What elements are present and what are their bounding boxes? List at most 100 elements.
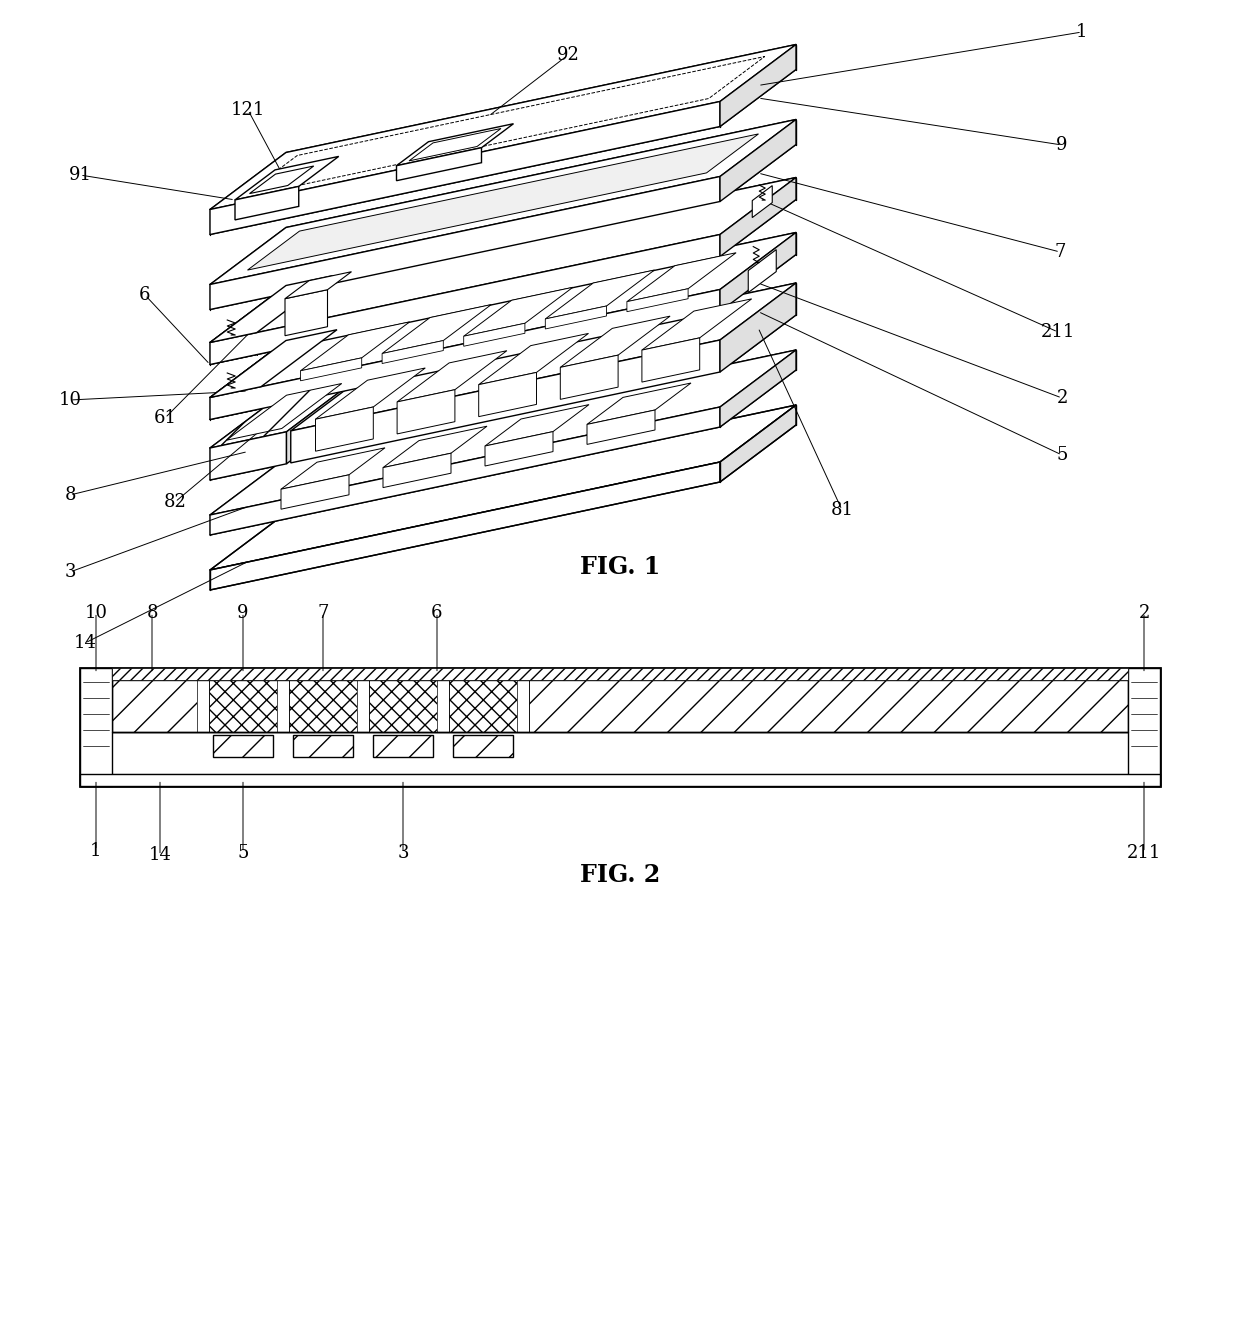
Polygon shape: [210, 350, 796, 515]
Text: 8: 8: [146, 603, 157, 622]
Text: 10: 10: [84, 603, 108, 622]
Polygon shape: [720, 232, 796, 312]
Polygon shape: [210, 232, 796, 398]
Bar: [81, 774, 1159, 786]
Polygon shape: [248, 133, 759, 269]
Text: 3: 3: [64, 563, 76, 582]
Bar: [277, 679, 289, 731]
Polygon shape: [285, 289, 327, 336]
Polygon shape: [290, 283, 796, 431]
Polygon shape: [300, 321, 409, 371]
Text: 1: 1: [1076, 23, 1087, 41]
Bar: [357, 679, 370, 731]
Text: 9: 9: [1056, 136, 1068, 153]
Bar: [449, 679, 517, 731]
Text: 10: 10: [58, 391, 82, 410]
Polygon shape: [409, 128, 501, 161]
Polygon shape: [560, 355, 618, 399]
Polygon shape: [397, 124, 513, 165]
Polygon shape: [210, 289, 720, 419]
Polygon shape: [210, 235, 720, 364]
Polygon shape: [464, 323, 525, 347]
Bar: [436, 679, 449, 731]
Text: 5: 5: [1056, 446, 1068, 464]
Polygon shape: [300, 358, 362, 380]
Bar: [112, 679, 197, 731]
Bar: [422, 679, 490, 731]
Polygon shape: [546, 305, 606, 329]
Polygon shape: [382, 340, 444, 364]
Polygon shape: [382, 304, 491, 354]
Bar: [436, 679, 449, 731]
Polygon shape: [753, 185, 773, 217]
Text: 5: 5: [237, 843, 249, 862]
Text: 91: 91: [68, 165, 92, 184]
Text: 14: 14: [73, 634, 97, 652]
Polygon shape: [281, 475, 348, 510]
Bar: [213, 735, 273, 756]
Bar: [1128, 667, 1159, 786]
Bar: [81, 667, 1159, 786]
Text: 121: 121: [231, 101, 265, 119]
Polygon shape: [286, 375, 362, 464]
Bar: [81, 774, 1159, 786]
Text: 2: 2: [1056, 390, 1068, 407]
Polygon shape: [290, 340, 720, 463]
Polygon shape: [587, 383, 691, 424]
Bar: [210, 679, 277, 731]
Text: FIG. 1: FIG. 1: [580, 555, 660, 579]
Text: 1: 1: [91, 842, 102, 859]
Polygon shape: [285, 272, 351, 299]
Text: 92: 92: [557, 45, 579, 64]
Bar: [112, 679, 1128, 731]
Text: 211: 211: [1040, 323, 1075, 342]
Polygon shape: [210, 276, 332, 343]
Polygon shape: [210, 462, 720, 590]
Polygon shape: [485, 404, 589, 446]
Polygon shape: [464, 287, 573, 336]
Bar: [582, 679, 1128, 731]
Bar: [517, 679, 529, 731]
Bar: [357, 679, 370, 731]
Polygon shape: [210, 406, 796, 570]
Bar: [81, 667, 112, 786]
Text: 7: 7: [317, 603, 329, 622]
Polygon shape: [383, 426, 487, 468]
Polygon shape: [210, 432, 286, 480]
Polygon shape: [479, 372, 537, 416]
Bar: [529, 679, 1128, 731]
Bar: [342, 679, 410, 731]
Bar: [197, 679, 210, 731]
Polygon shape: [720, 283, 796, 372]
Polygon shape: [546, 269, 655, 319]
Bar: [453, 735, 513, 756]
Polygon shape: [627, 288, 688, 312]
Bar: [293, 735, 353, 756]
Bar: [112, 667, 1128, 679]
Bar: [81, 667, 1159, 679]
Polygon shape: [236, 156, 339, 200]
Bar: [277, 679, 289, 731]
Polygon shape: [281, 448, 384, 490]
Polygon shape: [249, 165, 314, 193]
Text: FIG. 2: FIG. 2: [580, 863, 660, 887]
Bar: [289, 679, 357, 731]
Polygon shape: [627, 252, 737, 301]
Polygon shape: [315, 368, 425, 419]
Text: 211: 211: [1127, 843, 1161, 862]
Text: 6: 6: [139, 285, 151, 304]
Polygon shape: [210, 407, 720, 535]
Polygon shape: [315, 407, 373, 451]
Polygon shape: [587, 410, 655, 444]
Polygon shape: [210, 177, 796, 343]
Polygon shape: [397, 351, 507, 402]
Polygon shape: [485, 432, 553, 466]
Polygon shape: [236, 187, 299, 220]
Polygon shape: [210, 176, 720, 309]
Polygon shape: [210, 101, 720, 235]
Polygon shape: [560, 316, 670, 367]
Polygon shape: [748, 249, 776, 292]
Polygon shape: [720, 406, 796, 482]
Polygon shape: [642, 299, 751, 350]
Bar: [373, 735, 433, 756]
